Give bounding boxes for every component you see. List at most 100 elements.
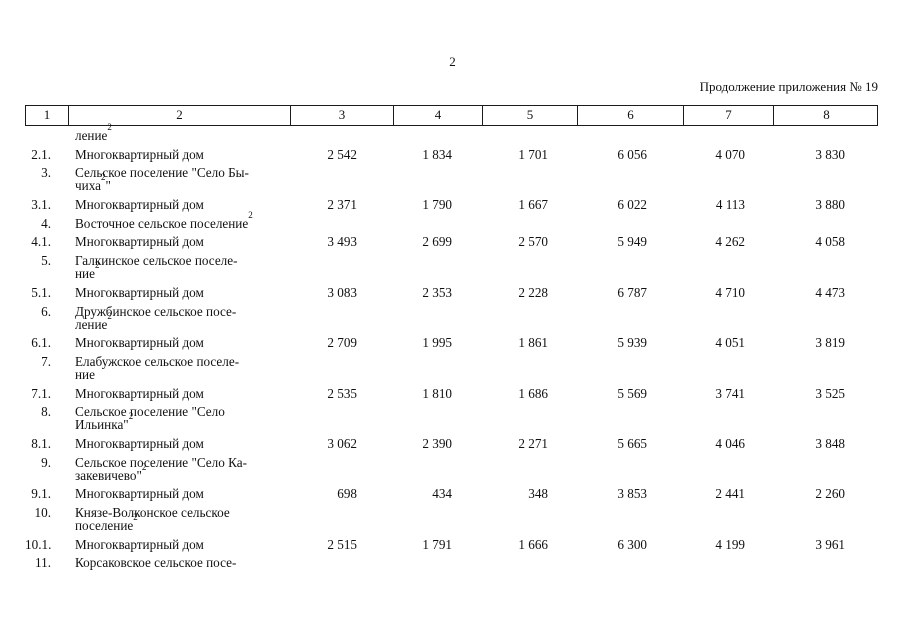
table-row: 7. Елабужское сельское поселе-ние (25, 355, 878, 381)
value-cell-col-6 (577, 456, 683, 482)
row-name-line: Многоквартирный дом (75, 284, 204, 300)
value-cell-col-7 (683, 254, 773, 280)
table-row: 4. Восточное сельское поселение2 (25, 209, 878, 231)
value-cell-col-7 (683, 166, 773, 192)
value-cell-col-7: 3 741 (715, 385, 745, 401)
value-cell-col-6: 5 949 (617, 234, 647, 250)
table-row: 9. Сельское поселение "Село Ка-закевичево… (25, 456, 878, 482)
row-name-line: ление2 (75, 122, 112, 143)
value-cell-col-8 (773, 129, 878, 142)
value-cell-col-8 (773, 217, 878, 230)
value-cell-col-6: 5 665 (617, 435, 647, 451)
value-cell-col-3: 3 083 (327, 284, 357, 300)
value-cell-col-4: 2 699 (422, 234, 452, 250)
row-number-cell: 10.1. (25, 536, 52, 552)
value-cell-col-5: 1 701 (518, 146, 548, 162)
row-name-line: Елабужское сельское поселе- (75, 353, 240, 369)
value-cell-col-6 (577, 254, 683, 280)
value-cell-col-6: 5 569 (617, 385, 647, 401)
value-cell-col-8 (773, 556, 878, 569)
row-name-line: Дружбинское сельское посе- (75, 303, 237, 319)
value-cell-col-3 (290, 405, 393, 431)
footnote-marker: 2 (107, 122, 112, 133)
column-header-cell: 3 (291, 106, 394, 125)
value-cell-col-7: 4 046 (715, 435, 745, 451)
value-cell-col-6 (577, 355, 683, 381)
value-cell-col-7 (683, 305, 773, 331)
value-cell-col-4: 1 834 (422, 146, 452, 162)
value-cell-col-8 (773, 506, 878, 532)
footnote-marker: 2 (248, 209, 253, 220)
row-name-cell: Сельское поселение "Село Ильинка"2 (68, 405, 290, 431)
value-cell-col-6 (577, 166, 683, 192)
row-name-line: ление2 (75, 310, 112, 332)
row-number-cell: 9.1. (31, 486, 51, 502)
value-cell-col-5: 1 666 (518, 536, 548, 552)
value-cell-col-5 (482, 166, 577, 192)
value-cell-col-7 (683, 217, 773, 230)
value-cell-col-4: 1 995 (422, 335, 452, 351)
row-name-cell: Многоквартирный дом (68, 487, 290, 500)
table-row: 5.1. Многоквартирный дом 3 083 2 353 2 228 6 … (25, 286, 878, 299)
row-name-cell: Восточное сельское поселение2 (68, 209, 290, 231)
value-cell-col-3 (290, 506, 393, 532)
value-cell-col-7 (683, 556, 773, 569)
table-row: ление2 (25, 122, 878, 143)
row-name-line: Многоквартирный дом (75, 385, 204, 401)
value-cell-col-6: 3 853 (617, 486, 647, 502)
value-cell-col-8: 3 525 (815, 385, 845, 401)
row-name-line: Сельское поселение "Село Ка- (75, 454, 247, 470)
value-cell-col-8: 3 880 (815, 197, 845, 213)
row-name-line: Многоквартирный дом (75, 335, 204, 351)
column-header-cell: 4 (394, 106, 483, 125)
row-number-cell: 4. (41, 215, 51, 231)
value-cell-col-6 (577, 217, 683, 230)
footnote-marker: 2 (94, 260, 100, 271)
row-number-cell: 8. (41, 404, 51, 420)
table-row: 8.1. Многоквартирный дом 3 062 2 390 2 271 5 … (25, 437, 878, 450)
column-header-cell: 5 (483, 106, 578, 125)
row-name-line: Многоквартирный дом (75, 146, 204, 162)
value-cell-col-5: 2 570 (518, 234, 548, 250)
value-cell-col-3: 2 371 (327, 197, 357, 213)
value-cell-col-4: 2 390 (422, 435, 452, 451)
table-row: 6.1. Многоквартирный дом 2 709 1 995 1 861 5 … (25, 336, 878, 349)
row-name-line: Восточное сельское поселение2 (75, 209, 253, 231)
value-cell-col-7: 4 051 (715, 335, 745, 351)
table-row: 3. Сельское поселение "Село Бы-чиха2" (25, 166, 878, 192)
row-name-line: чиха2" (75, 172, 111, 194)
column-header-cell: 6 (578, 106, 684, 125)
row-number-cell: 2.1. (31, 146, 51, 162)
row-number-cell: 6.1. (31, 335, 51, 351)
value-cell-col-8: 3 961 (815, 536, 845, 552)
value-cell-col-5 (482, 456, 577, 482)
footnote-marker: 2 (107, 310, 112, 321)
value-cell-col-5: 348 (528, 486, 548, 502)
row-name-cell: Многоквартирный дом (68, 235, 290, 248)
value-cell-col-5 (482, 405, 577, 431)
row-number-cell: 3.1. (31, 197, 51, 213)
table-row: 2.1. Многоквартирный дом 2 542 1 834 1 701 6 … (25, 148, 878, 161)
value-cell-col-3: 3 062 (327, 435, 357, 451)
row-name-line: Галкинское сельское поселе- (75, 253, 238, 269)
footnote-marker: 2 (133, 512, 138, 523)
value-cell-col-6: 6 022 (617, 197, 647, 213)
row-name-cell: Корсаковское сельское посе- (68, 556, 290, 569)
value-cell-col-5 (482, 254, 577, 280)
row-name-cell: Елабужское сельское поселе-ние (68, 355, 290, 381)
value-cell-col-4 (393, 506, 482, 532)
row-number-cell: 9. (41, 454, 51, 470)
value-cell-col-4 (393, 254, 482, 280)
table-row: 10. Князе-Волконское сельское поселение2 (25, 506, 878, 532)
row-number-cell: 7. (41, 353, 51, 369)
value-cell-col-5: 2 228 (518, 284, 548, 300)
row-name-cell: Сельское поселение "Село Бы-чиха2" (68, 166, 290, 192)
table-row: 9.1. Многоквартирный дом 698 434 348 3 853 2 4… (25, 487, 878, 500)
table-row: 8. Сельское поселение "Село Ильинка"2 (25, 405, 878, 431)
row-number-cell: 5.1. (31, 284, 51, 300)
value-cell-col-5: 2 271 (518, 435, 548, 451)
row-name-cell: Многоквартирный дом (68, 385, 290, 401)
value-cell-col-3: 2 535 (327, 385, 357, 401)
